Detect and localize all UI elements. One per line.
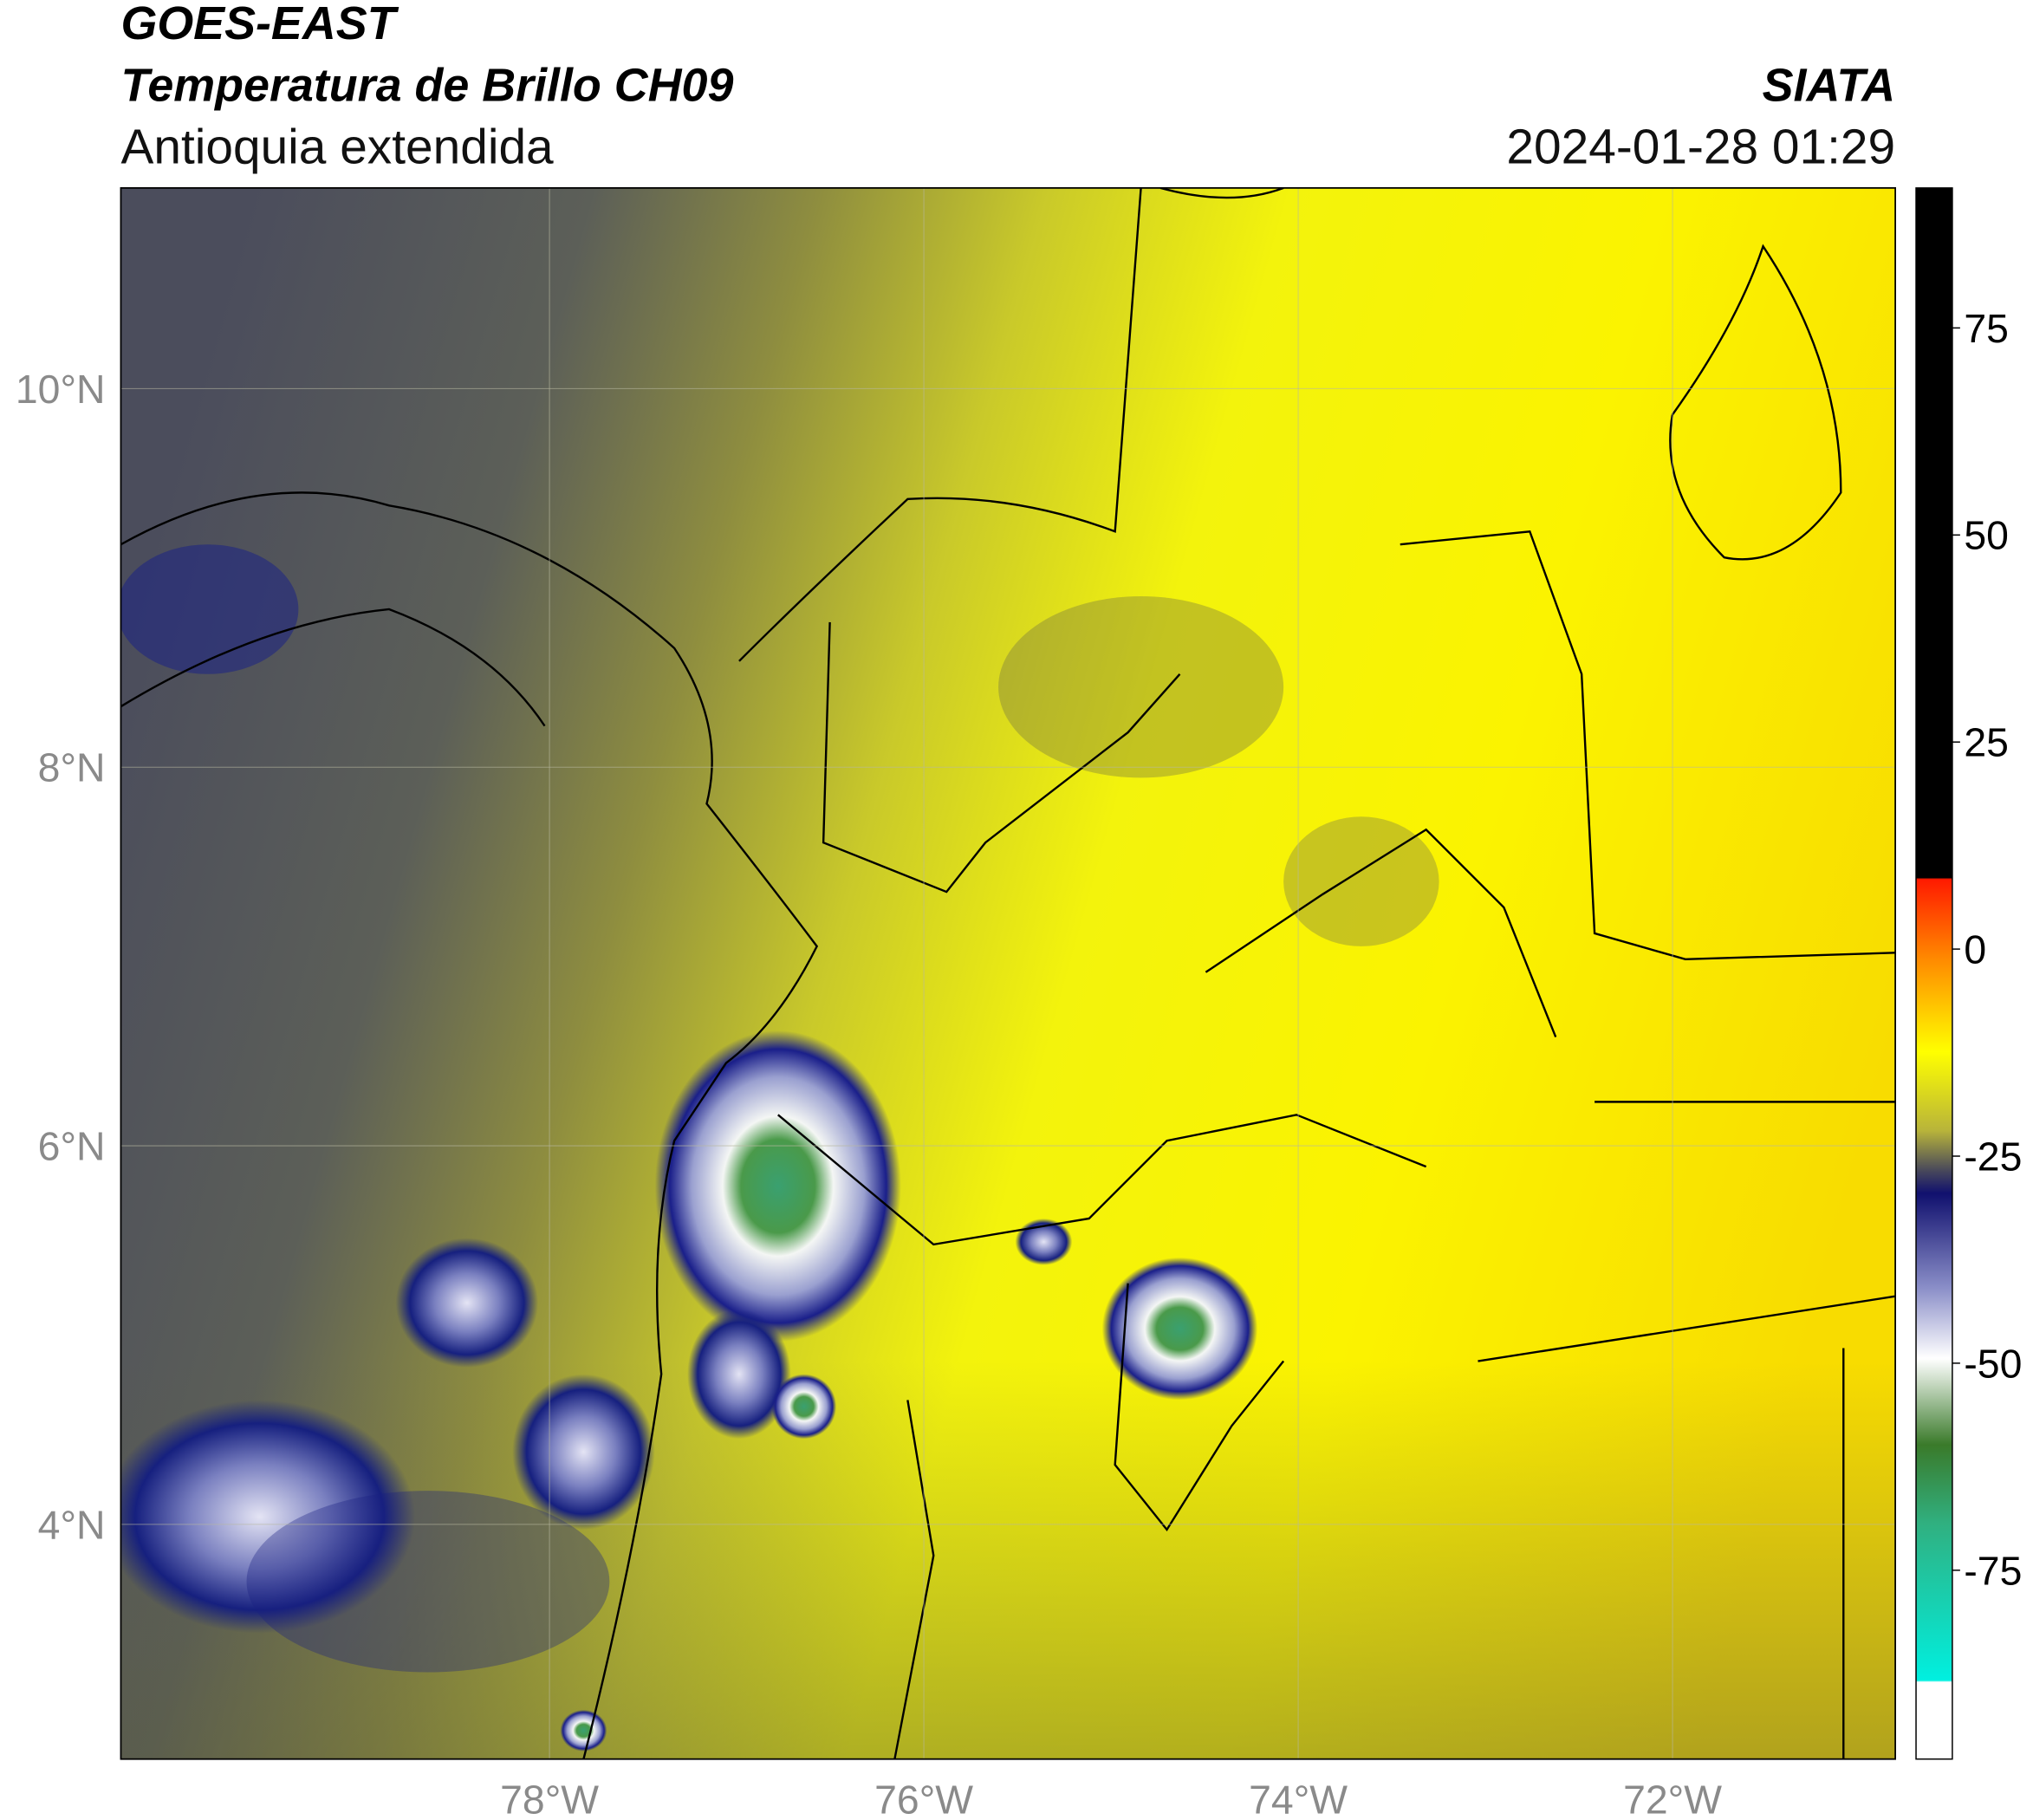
region: Antioquia extendida (120, 120, 554, 174)
datetime: 2024-01-28 01:29 (1506, 120, 1895, 174)
colorbar-tick-label: -75 (1964, 1548, 2022, 1593)
x-tick-label: 76°W (874, 1778, 973, 1820)
colorbar (1915, 187, 1953, 1760)
subtitle: Temperatura de Brillo CH09 (120, 60, 733, 112)
y-tick-label: 8°N (38, 745, 106, 790)
map-image (120, 187, 1896, 1759)
colorbar-tick-label: 25 (1964, 720, 2009, 765)
x-tick-label: 78°W (500, 1778, 599, 1820)
map-frame (120, 186, 1896, 1760)
colorbar-tick-label: 50 (1964, 513, 2009, 558)
y-tick-label: 4°N (38, 1502, 106, 1547)
y-tick-label: 6°N (38, 1123, 106, 1168)
colorbar-tick-label: 75 (1964, 306, 2009, 351)
y-tick-label: 10°N (16, 367, 106, 412)
colorbar-tick-label: 0 (1964, 927, 1986, 972)
x-tick-label: 72°W (1623, 1778, 1722, 1820)
x-tick-label: 74°W (1249, 1778, 1348, 1820)
colorbar-tick-label: -50 (1964, 1341, 2022, 1386)
grid (120, 187, 1896, 1759)
source: SIATA (1763, 60, 1896, 112)
title: GOES-EAST (120, 0, 399, 49)
colorbar-tick-label: -25 (1964, 1134, 2022, 1179)
